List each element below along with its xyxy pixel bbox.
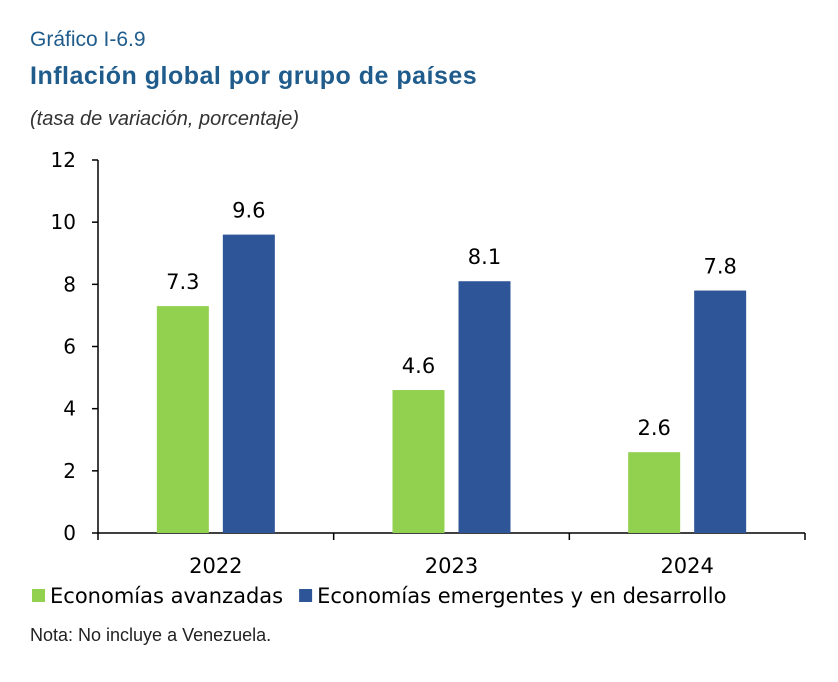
legend-swatch	[32, 589, 45, 602]
x-tick-label: 2023	[425, 554, 478, 578]
data-label: 2.6	[637, 416, 670, 440]
data-label: 4.6	[402, 354, 435, 378]
bar	[694, 290, 747, 533]
y-tick-label: 12	[51, 148, 76, 172]
legend-label: Economías avanzadas	[50, 584, 283, 608]
bar	[628, 452, 681, 533]
data-label: 8.1	[468, 245, 501, 269]
legend-label: Economías emergentes y en desarrollo	[317, 584, 726, 608]
y-tick-label: 0	[63, 521, 76, 545]
bar	[156, 306, 209, 533]
y-tick-label: 4	[63, 397, 76, 421]
y-tick-label: 6	[63, 335, 76, 359]
y-tick-label: 2	[63, 459, 76, 483]
chart-subtitle: (tasa de variación, porcentaje)	[30, 108, 300, 130]
bar	[458, 281, 511, 533]
x-tick-label: 2022	[189, 554, 242, 578]
y-tick-label: 10	[51, 210, 76, 234]
chart-note: Nota: No incluye a Venezuela.	[30, 625, 272, 645]
bar	[392, 390, 445, 533]
x-tick-label: 2024	[660, 554, 713, 578]
y-tick-label: 8	[63, 272, 76, 296]
legend-swatch	[299, 589, 313, 602]
data-label: 9.6	[232, 199, 265, 223]
chart-label: Gráfico I-6.9	[30, 28, 146, 51]
data-label: 7.8	[703, 255, 736, 279]
bar	[222, 234, 275, 533]
data-label: 7.3	[166, 270, 199, 294]
chart-title: Inflación global por grupo de países	[30, 62, 478, 90]
